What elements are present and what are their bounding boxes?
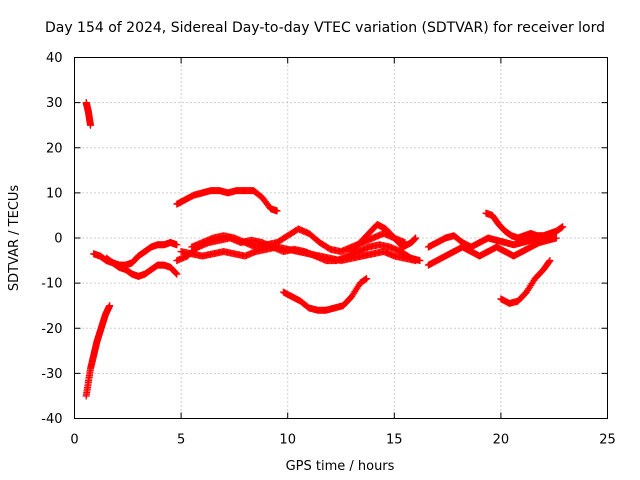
data-point-marker xyxy=(545,258,553,266)
x-tick-label: 5 xyxy=(177,433,185,448)
data-point-marker xyxy=(106,302,114,310)
series-track-i xyxy=(424,234,560,269)
data-point-marker xyxy=(559,223,567,231)
y-tick-label: -40 xyxy=(41,412,62,427)
x-tick-label: 0 xyxy=(70,433,78,448)
data-point-marker xyxy=(173,241,181,249)
x-tick-label: 10 xyxy=(279,433,296,448)
y-axis-label: SDTVAR / TECUs xyxy=(7,185,22,292)
data-point-marker xyxy=(412,257,420,265)
x-tick-label: 25 xyxy=(599,433,616,448)
series-track-early-high xyxy=(82,99,94,129)
y-tick-label: 0 xyxy=(54,232,62,247)
series-track-h xyxy=(348,220,420,256)
plot-frame xyxy=(74,57,608,419)
series-track-c xyxy=(173,187,281,215)
y-tick-label: 20 xyxy=(46,141,63,156)
x-tick-label: 20 xyxy=(493,433,510,448)
data-point-marker xyxy=(552,234,560,242)
x-axis-label: GPS time / hours xyxy=(286,459,395,474)
series-track-g xyxy=(279,275,371,314)
x-tick-label: 15 xyxy=(386,433,403,448)
axis-ticks: 0 5 10 15 20 25 -40 -30 -20 -10 0 10 20 30 40 xyxy=(41,51,616,448)
data-points xyxy=(82,99,567,400)
data-point-marker xyxy=(172,269,180,277)
data-point-marker xyxy=(173,270,181,278)
series-track-k xyxy=(482,209,567,242)
data-point-marker xyxy=(273,207,281,215)
data-point-marker xyxy=(86,121,94,129)
series-track-early-rising xyxy=(82,302,114,400)
series-track-b xyxy=(102,254,181,280)
y-tick-label: -20 xyxy=(41,322,62,337)
y-tick-label: 30 xyxy=(46,96,63,111)
y-tick-label: 10 xyxy=(46,186,63,201)
chart-title: Day 154 of 2024, Sidereal Day-to-day VTE… xyxy=(45,20,605,36)
y-tick-label: -30 xyxy=(41,367,62,382)
series-track-e xyxy=(177,243,420,265)
data-point-marker xyxy=(363,275,371,283)
data-point-marker xyxy=(546,257,554,265)
y-tick-label: 40 xyxy=(46,51,63,66)
y-tick-label: -10 xyxy=(41,277,62,292)
series-track-l xyxy=(497,257,554,307)
data-point-marker xyxy=(412,234,420,242)
